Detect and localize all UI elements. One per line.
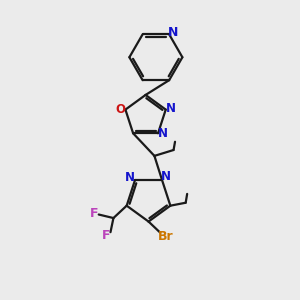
Text: F: F — [90, 207, 98, 220]
Text: N: N — [166, 103, 176, 116]
Text: N: N — [160, 170, 171, 183]
Text: O: O — [116, 103, 125, 116]
Text: Br: Br — [158, 230, 173, 243]
Text: F: F — [101, 229, 110, 242]
Text: N: N — [125, 171, 135, 184]
Text: N: N — [158, 128, 168, 140]
Text: N: N — [167, 26, 178, 39]
